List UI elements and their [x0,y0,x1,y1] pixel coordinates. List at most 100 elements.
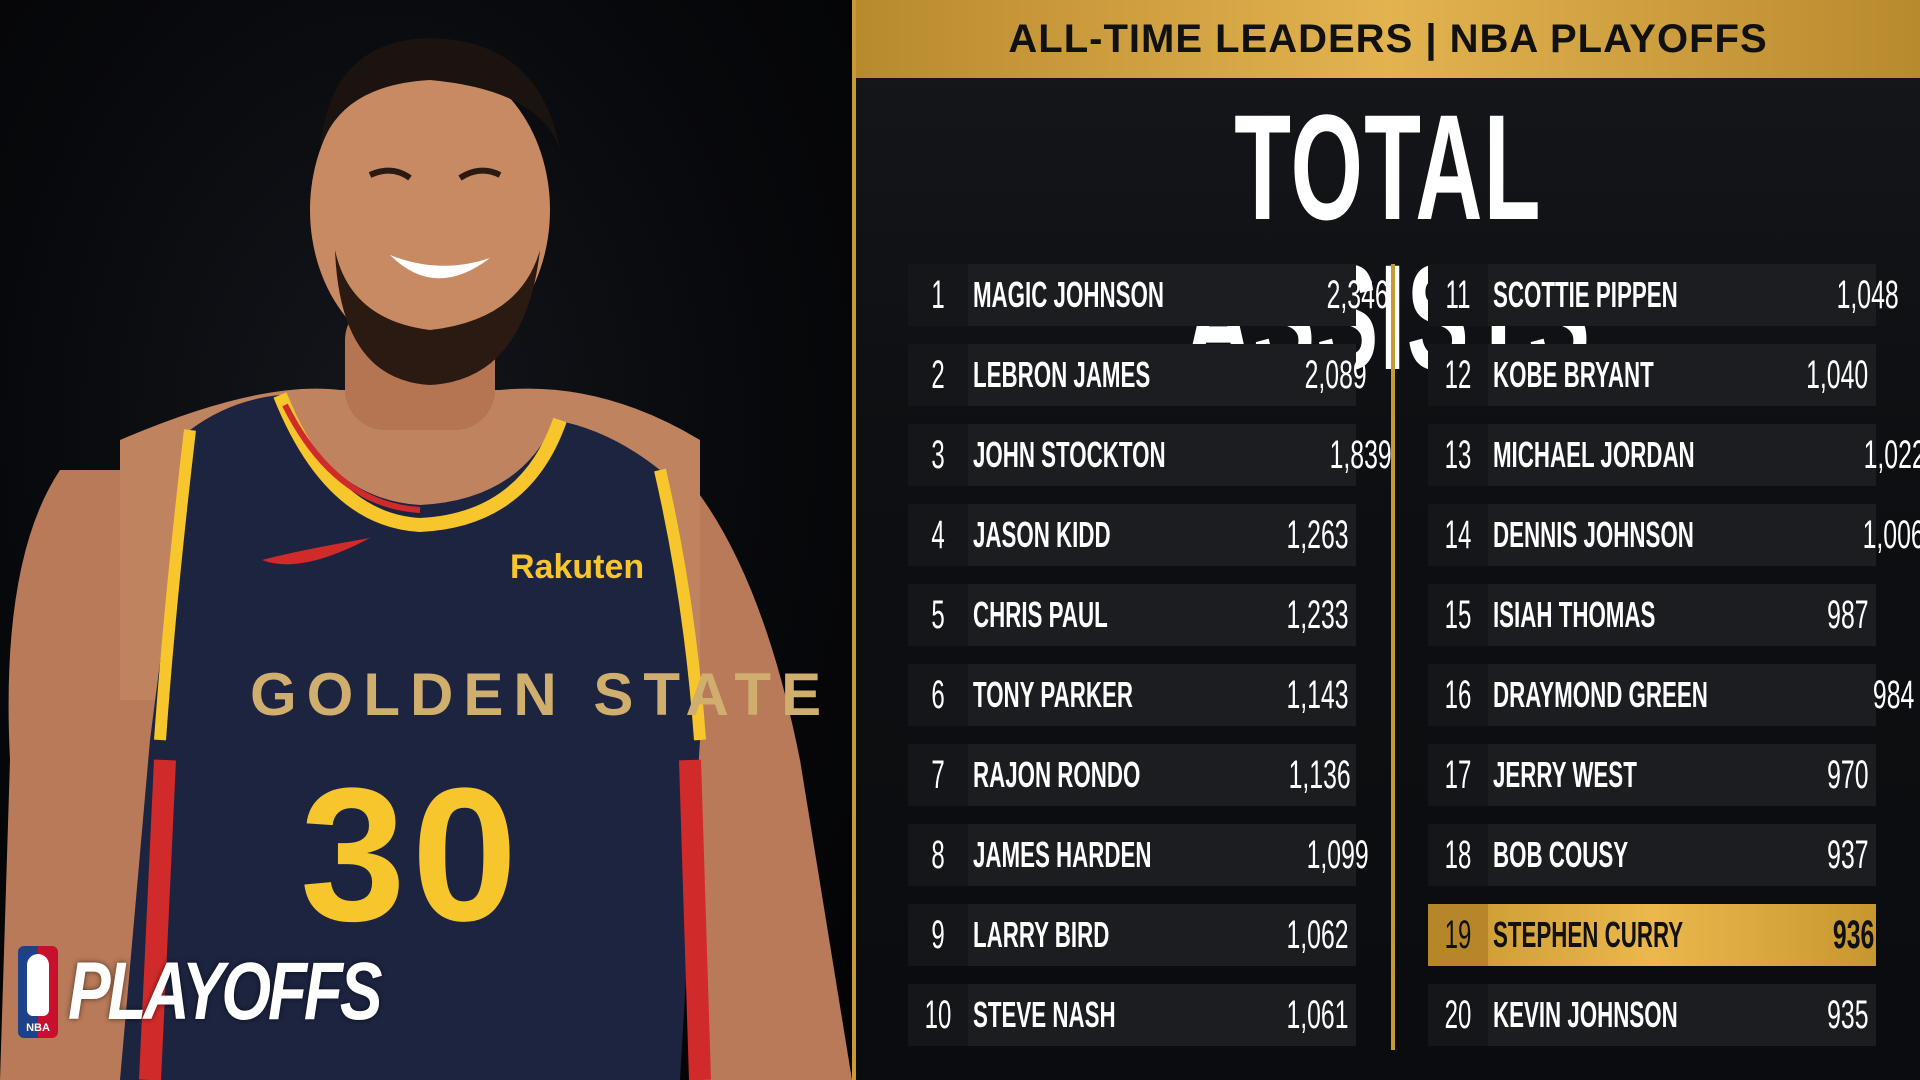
assist-total: 1,233 [1286,592,1349,637]
rank-cell: 7 [908,744,968,806]
leader-row: 11 SCOTTIE PIPPEN 1,048 [1428,264,1899,326]
rank-number: 4 [931,512,945,557]
rank-number: 2 [931,352,945,397]
assist-total: 1,263 [1286,512,1349,557]
assist-total: 2,346 [1326,272,1389,317]
leader-row: 16 DRAYMOND GREEN 984 [1428,664,1914,726]
assist-total: 1,006 [1862,512,1920,557]
player-name: DRAYMOND GREEN [1492,674,1708,715]
assist-total: 1,839 [1329,432,1392,477]
assist-total: 1,136 [1288,752,1351,797]
rank-cell: 20 [1428,984,1488,1046]
rank-number: 18 [1444,832,1472,877]
nba-logo-icon: NBA [18,946,58,1038]
assist-total: 1,062 [1286,912,1349,957]
leader-row: 20 KEVIN JOHNSON 935 [1428,984,1876,1046]
leader-row: 13 MICHAEL JORDAN 1,022 [1428,424,1920,486]
rank-cell: 14 [1428,504,1488,566]
rank-cell: 11 [1428,264,1488,326]
rank-cell: 19 [1428,904,1488,966]
player-name: KEVIN JOHNSON [1492,994,1678,1035]
player-illustration [0,38,852,1080]
player-name: MAGIC JOHNSON [972,274,1164,315]
header-banner: ALL-TIME LEADERS | NBA PLAYOFFS [856,0,1920,78]
rank-cell: 15 [1428,584,1488,646]
rank-cell: 9 [908,904,968,966]
rank-number: 8 [931,832,945,877]
rank-number: 12 [1444,352,1472,397]
player-name: JAMES HARDEN [972,834,1152,875]
rank-cell: 1 [908,264,968,326]
player-name: RAJON RONDO [972,754,1141,795]
rank-number: 15 [1444,592,1472,637]
leader-row: 18 BOB COUSY 937 [1428,824,1876,886]
rank-cell: 18 [1428,824,1488,886]
rank-number: 16 [1444,672,1472,717]
rank-cell: 3 [908,424,968,486]
player-name: LEBRON JAMES [972,354,1151,395]
rank-cell: 16 [1428,664,1488,726]
banner-text: ALL-TIME LEADERS | NBA PLAYOFFS [1008,16,1768,61]
leader-row: 4 JASON KIDD 1,263 [908,504,1356,566]
rank-number: 6 [931,672,945,717]
rank-number: 13 [1444,432,1472,477]
rank-number: 9 [931,912,945,957]
leader-row: 15 ISIAH THOMAS 987 [1428,584,1876,646]
rank-cell: 17 [1428,744,1488,806]
rank-number: 3 [931,432,945,477]
leader-row: 10 STEVE NASH 1,061 [908,984,1356,1046]
playoffs-wordmark: PLAYOFFS [68,946,383,1037]
rank-number: 10 [924,992,952,1037]
rank-cell: 6 [908,664,968,726]
nba-playoffs-logo: NBA PLAYOFFS [18,942,467,1042]
assist-total: 970 [1827,752,1869,797]
player-name: BOB COUSY [1492,834,1629,875]
player-name: SCOTTIE PIPPEN [1492,274,1678,315]
leader-row: 12 KOBE BRYANT 1,040 [1428,344,1876,406]
player-name: CHRIS PAUL [972,594,1108,635]
player-name: TONY PARKER [972,674,1133,715]
player-name: KOBE BRYANT [1492,354,1654,395]
assist-total: 937 [1827,832,1869,877]
column-divider [1391,264,1395,1050]
rank-cell: 4 [908,504,968,566]
assist-total: 1,022 [1863,432,1920,477]
rank-number: 19 [1444,912,1472,957]
leader-row: 5 CHRIS PAUL 1,233 [908,584,1356,646]
player-name: JASON KIDD [972,514,1111,555]
leader-row: 1 MAGIC JOHNSON 2,346 [908,264,1389,326]
leader-row: 2 LEBRON JAMES 2,089 [908,344,1367,406]
leader-row: 9 LARRY BIRD 1,062 [908,904,1356,966]
rank-cell: 8 [908,824,968,886]
rank-cell: 10 [908,984,968,1046]
rank-cell: 5 [908,584,968,646]
leader-row-highlighted: 19 STEPHEN CURRY 936 [1428,904,1876,966]
player-name: JERRY WEST [1492,754,1637,795]
rank-number: 1 [931,272,945,317]
assist-total: 987 [1827,592,1869,637]
rank-cell: 2 [908,344,968,406]
rank-number: 20 [1444,992,1472,1037]
rank-number: 5 [931,592,945,637]
player-name: DENNIS JOHNSON [1492,514,1694,555]
player-photo: Rakuten GOLDEN STATE 30 NBA PLAYOFFS [0,0,852,1080]
rank-cell: 12 [1428,344,1488,406]
assist-total: 1,040 [1806,352,1869,397]
leader-row: 8 JAMES HARDEN 1,099 [908,824,1369,886]
leaders-panel: ALL-TIME LEADERS | NBA PLAYOFFS TOTAL AS… [852,0,1920,1080]
assist-total: 2,089 [1304,352,1367,397]
player-name: MICHAEL JORDAN [1492,434,1695,475]
assist-total: 1,061 [1286,992,1349,1037]
leader-row: 3 JOHN STOCKTON 1,839 [908,424,1391,486]
player-name: STEPHEN CURRY [1492,914,1684,955]
leader-row: 6 TONY PARKER 1,143 [908,664,1356,726]
jersey-team-name: GOLDEN STATE [250,661,832,728]
player-name: LARRY BIRD [972,914,1110,955]
rank-number: 14 [1444,512,1472,557]
rank-cell: 13 [1428,424,1488,486]
assist-total: 984 [1872,672,1915,717]
assist-total: 1,143 [1286,672,1349,717]
player-name: STEVE NASH [972,994,1116,1035]
leaders-list-left: 1 MAGIC JOHNSON 2,346 2 LEBRON JAMES 2,089 3 JO… [908,264,1391,1046]
leaders-list-right: 11 SCOTTIE PIPPEN 1,048 12 KOBE BRYANT 1,040 1… [1428,264,1920,1046]
